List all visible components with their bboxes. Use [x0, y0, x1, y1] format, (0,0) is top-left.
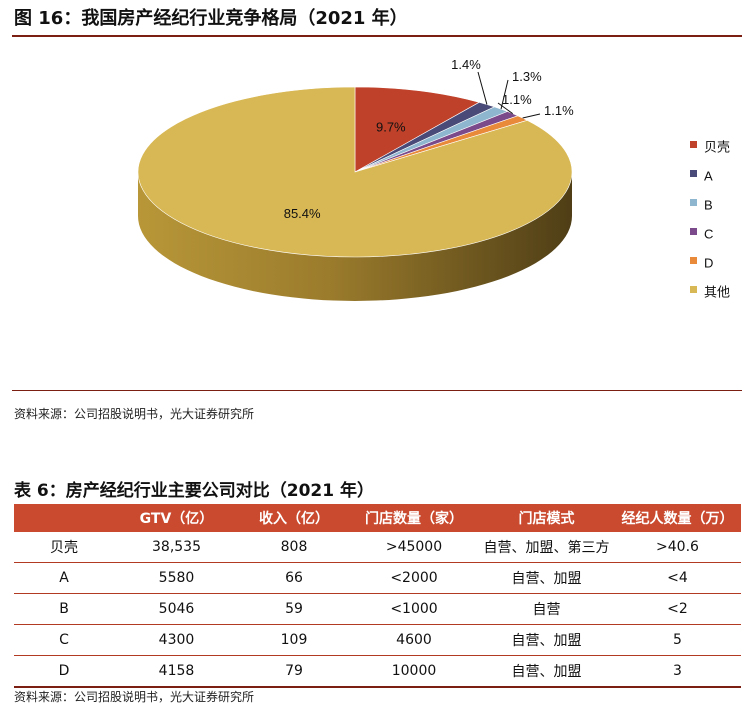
legend-label-other: 其他 — [704, 284, 730, 299]
pie-slice-beike — [354, 86, 481, 173]
legend-swatch-c — [690, 228, 697, 235]
table-cell: <2000 — [349, 562, 479, 594]
pie-side-other — [138, 172, 572, 301]
leader-line-c — [497, 102, 514, 115]
legend-swatch-other — [690, 286, 697, 293]
table-row: B 5046 59 <1000 自营 <2 — [14, 593, 741, 625]
data-label-c: 1.1% — [502, 92, 532, 107]
data-label-beike: 9.7% — [376, 119, 406, 134]
table-cell: 59 — [239, 593, 349, 625]
leader-line-b — [500, 79, 509, 110]
legend-label-beike: 贝壳 — [704, 139, 730, 154]
table-cell: <1000 — [349, 593, 479, 625]
table-cell: 5 — [614, 624, 741, 656]
table-cell: 109 — [239, 624, 349, 656]
leader-line-d — [522, 113, 541, 119]
table-cell: >45000 — [349, 532, 479, 563]
table-cell: 贝壳 — [14, 532, 114, 563]
table-row: A 5580 66 <2000 自营、加盟 <4 — [14, 562, 741, 594]
table-title: 表 6：房产经纪行业主要公司对比（2021 年） — [14, 481, 374, 501]
table-cell: 79 — [239, 655, 349, 688]
table-cell: <4 — [614, 562, 741, 594]
table-cell: 自营 — [479, 593, 614, 625]
table-cell: 自营、加盟、第三方 — [479, 532, 614, 563]
legend-label-c: C — [704, 226, 713, 241]
table-cell: 808 — [239, 532, 349, 563]
table-cell: 10000 — [349, 655, 479, 688]
table-cell: B — [14, 593, 114, 625]
figure-source: 资料来源：公司招股说明书，光大证券研究所 — [14, 407, 255, 421]
data-label-other: 85.4% — [284, 206, 321, 221]
table-row: C 4300 109 4600 自营、加盟 5 — [14, 624, 741, 656]
table-row: D 4158 79 10000 自营、加盟 3 — [14, 655, 741, 688]
chart-divider — [12, 390, 742, 391]
figure-title: 图 16：我国房产经纪行业竞争格局（2021 年） — [14, 8, 408, 29]
table-source: 资料来源：公司招股说明书，光大证券研究所 — [14, 690, 255, 704]
table-header-cell: GTV（亿） — [114, 504, 239, 532]
data-label-d: 1.1% — [544, 103, 574, 118]
table-cell: 66 — [239, 562, 349, 594]
table-cell: A — [14, 562, 114, 594]
table-header-row: GTV（亿） 收入（亿） 门店数量（家） 门店模式 经纪人数量（万） — [14, 504, 741, 532]
table-header-cell: 收入（亿） — [239, 504, 349, 532]
table-cell: <2 — [614, 593, 741, 625]
legend-swatch-d — [690, 257, 697, 264]
table-cell: 自营、加盟 — [479, 624, 614, 656]
table-header-cell: 经纪人数量（万） — [614, 504, 741, 532]
table-cell: 4600 — [349, 624, 479, 656]
table-cell: 自营、加盟 — [479, 562, 614, 594]
comparison-table: GTV（亿） 收入（亿） 门店数量（家） 门店模式 经纪人数量（万） 贝壳 38,535 8… — [14, 504, 741, 688]
table-cell: D — [14, 655, 114, 688]
legend-swatch-a — [690, 170, 697, 177]
table-header-cell: 门店数量（家） — [349, 504, 479, 532]
table-cell: 4300 — [114, 624, 239, 656]
table-header-cell: 门店模式 — [479, 504, 614, 532]
leader-line-a — [477, 71, 488, 105]
legend-label-b: B — [704, 197, 713, 212]
table-cell: >40.6 — [614, 532, 741, 563]
table-cell: 4158 — [114, 655, 239, 688]
legend-label-d: D — [704, 255, 713, 270]
table-cell: 5580 — [114, 562, 239, 594]
legend-swatch-beike — [690, 141, 697, 148]
table-row: 贝壳 38,535 808 >45000 自营、加盟、第三方 >40.6 — [14, 532, 741, 563]
table-cell: 5046 — [114, 593, 239, 625]
legend-swatch-b — [690, 199, 697, 206]
table-cell: C — [14, 624, 114, 656]
data-label-a: 1.4% — [451, 57, 481, 72]
title-divider — [12, 35, 742, 37]
legend-label-a: A — [704, 168, 713, 183]
table-cell: 3 — [614, 655, 741, 688]
pie-slice-other — [137, 86, 573, 258]
table-cell: 38,535 — [114, 532, 239, 563]
data-label-b: 1.3% — [512, 69, 542, 84]
table-cell: 自营、加盟 — [479, 655, 614, 688]
table-header-cell — [14, 504, 114, 532]
